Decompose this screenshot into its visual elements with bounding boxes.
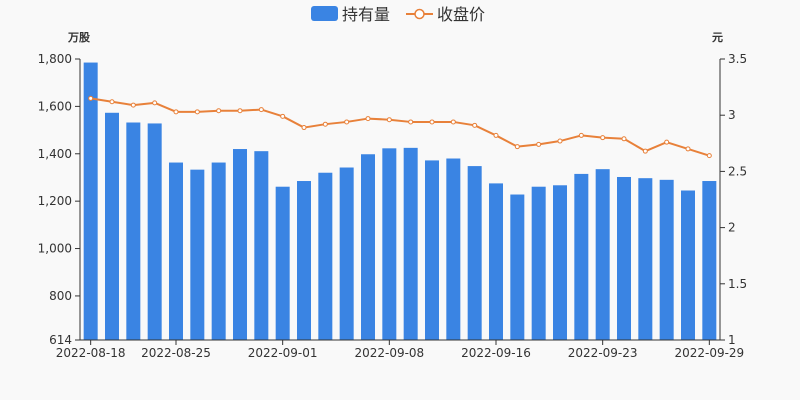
legend-line-dot	[414, 8, 425, 20]
price-point[interactable]	[408, 119, 414, 125]
left-axis-tick-label: 1,000	[38, 242, 72, 256]
x-axis-tick-label: 2022-09-01	[248, 346, 318, 360]
left-axis-tick-label: 800	[49, 289, 72, 303]
bar-holdings[interactable]	[83, 62, 98, 341]
bar-holdings[interactable]	[425, 160, 439, 340]
bar-holdings[interactable]	[254, 151, 269, 340]
legend: 持有量 收盘价	[311, 5, 485, 24]
bar-holdings[interactable]	[169, 162, 183, 340]
price-point[interactable]	[365, 116, 371, 122]
bar-holdings[interactable]	[510, 194, 525, 340]
price-point[interactable]	[578, 132, 584, 138]
bar-holdings[interactable]	[147, 123, 162, 340]
price-point[interactable]	[109, 99, 115, 105]
axes: 614 800 1,000 1,200 1,400 1,600 1,800 1 1.5 2 2.5 3…	[38, 52, 747, 360]
price-point[interactable]	[536, 141, 542, 147]
bar-holdings[interactable]	[681, 190, 695, 341]
legend-label-price: 收盘价	[437, 5, 485, 24]
price-point[interactable]	[600, 135, 606, 141]
price-line	[90, 97, 710, 157]
bar-holdings[interactable]	[659, 179, 674, 340]
x-axis-tick-label: 2022-08-25	[141, 346, 211, 360]
bar-holdings[interactable]	[275, 186, 290, 340]
right-axis-tick-label: 1.5	[728, 277, 747, 291]
price-point[interactable]	[344, 119, 350, 125]
bar-holdings[interactable]	[211, 162, 226, 340]
price-point[interactable]	[642, 148, 648, 154]
right-axis-tick-label: 3.5	[728, 52, 747, 66]
left-axis-unit: 万股	[67, 31, 91, 44]
bar-holdings[interactable]	[190, 169, 205, 340]
bar-holdings[interactable]	[382, 148, 397, 340]
bar-holdings[interactable]	[446, 158, 461, 340]
price-point[interactable]	[706, 153, 712, 159]
bar-holdings[interactable]	[467, 166, 482, 340]
bar-holdings[interactable]	[638, 178, 653, 340]
legend-item-holdings[interactable]: 持有量	[311, 5, 390, 24]
price-point[interactable]	[685, 146, 691, 152]
bar-holdings[interactable]	[297, 181, 311, 340]
left-axis-tick-label: 1,200	[38, 194, 72, 208]
price-point[interactable]	[301, 125, 307, 131]
left-axis-tick-label: 1,800	[38, 52, 72, 66]
line-series	[88, 95, 712, 159]
x-axis-tick-label: 2022-08-18	[56, 346, 126, 360]
price-point[interactable]	[216, 108, 222, 114]
bar-holdings[interactable]	[531, 186, 546, 340]
x-axis-tick-label: 2022-09-16	[461, 346, 531, 360]
price-point[interactable]	[88, 95, 94, 101]
bar-holdings[interactable]	[702, 181, 717, 340]
price-point[interactable]	[130, 102, 136, 108]
price-point[interactable]	[173, 109, 179, 115]
bar-holdings[interactable]	[318, 172, 333, 340]
price-point[interactable]	[386, 117, 392, 123]
bar-holdings[interactable]	[595, 169, 610, 340]
bar-holdings[interactable]	[617, 176, 631, 340]
price-point[interactable]	[557, 138, 563, 144]
legend-item-price[interactable]: 收盘价	[406, 5, 485, 24]
price-point[interactable]	[194, 109, 200, 115]
price-point[interactable]	[472, 122, 478, 128]
price-point[interactable]	[493, 132, 499, 138]
x-axis-tick-label: 2022-09-08	[354, 346, 424, 360]
left-axis-tick-label: 614	[49, 333, 72, 347]
price-point[interactable]	[322, 121, 328, 127]
x-axis-tick-label: 2022-09-29	[674, 346, 744, 360]
left-axis-tick-label: 1,600	[38, 99, 72, 113]
legend-bar-marker	[311, 6, 338, 21]
right-axis-tick-label: 3	[728, 108, 736, 122]
price-point[interactable]	[450, 119, 456, 125]
legend-label-holdings: 持有量	[342, 5, 390, 24]
right-axis-unit: 元	[712, 31, 723, 44]
bar-holdings[interactable]	[105, 112, 119, 340]
bar-holdings[interactable]	[339, 167, 354, 340]
bar-series	[83, 62, 717, 341]
x-axis-tick-label: 2022-09-23	[568, 346, 638, 360]
right-axis-tick-label: 2.5	[728, 164, 747, 178]
bar-holdings[interactable]	[489, 183, 503, 340]
right-axis-tick-label: 1	[728, 333, 736, 347]
price-point[interactable]	[429, 119, 435, 125]
price-point[interactable]	[152, 100, 158, 106]
price-point[interactable]	[280, 113, 286, 119]
price-point[interactable]	[237, 108, 243, 114]
price-point[interactable]	[514, 144, 520, 150]
right-axis-tick-label: 2	[728, 221, 736, 235]
bar-holdings[interactable]	[553, 185, 567, 340]
left-axis-tick-label: 1,400	[38, 147, 72, 161]
bar-holdings[interactable]	[126, 122, 141, 341]
bar-holdings[interactable]	[403, 147, 418, 340]
price-point[interactable]	[258, 107, 264, 113]
bar-holdings[interactable]	[233, 149, 247, 340]
price-point[interactable]	[664, 139, 670, 145]
bar-holdings[interactable]	[574, 173, 589, 340]
price-point[interactable]	[621, 136, 627, 142]
bar-holdings[interactable]	[361, 154, 375, 340]
